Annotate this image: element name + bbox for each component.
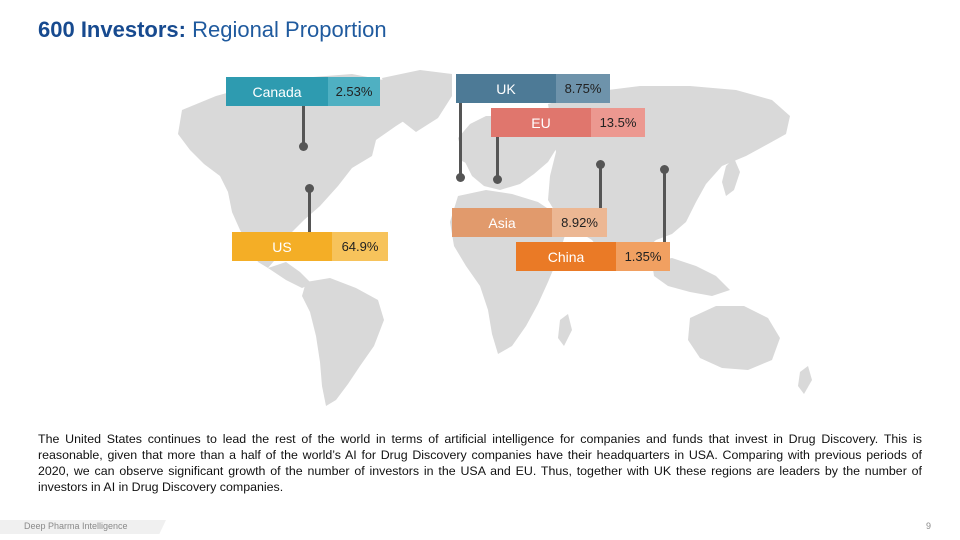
map-southeast-asia bbox=[652, 258, 730, 296]
map-new-zealand bbox=[798, 366, 812, 394]
region-value: 64.9% bbox=[332, 232, 388, 261]
map-uk-isles bbox=[460, 140, 474, 164]
map-madagascar bbox=[558, 314, 572, 346]
region-value: 1.35% bbox=[616, 242, 670, 271]
uk-marker-dot bbox=[456, 173, 465, 182]
china-leader-line bbox=[663, 172, 666, 242]
region-label-us: US 64.9% bbox=[232, 232, 388, 261]
region-label-asia: Asia 8.92% bbox=[452, 208, 607, 237]
region-label-eu: EU 13.5% bbox=[491, 108, 645, 137]
region-label-canada: Canada 2.53% bbox=[226, 77, 380, 106]
region-value: 8.92% bbox=[552, 208, 607, 237]
page-title: 600 Investors: Regional Proportion bbox=[38, 16, 387, 44]
map-japan bbox=[722, 158, 740, 196]
footer-tab bbox=[0, 520, 166, 534]
region-name: EU bbox=[491, 108, 591, 137]
china-marker-dot bbox=[660, 165, 669, 174]
title-rest: Regional Proportion bbox=[192, 17, 387, 42]
map-central-america bbox=[268, 262, 312, 288]
uk-leader-line bbox=[459, 103, 462, 177]
region-name: Canada bbox=[226, 77, 328, 106]
map-north-america bbox=[178, 74, 420, 268]
asia-marker-dot bbox=[596, 160, 605, 169]
map-australia bbox=[688, 306, 780, 370]
region-label-china: China 1.35% bbox=[516, 242, 670, 271]
footer-brand: Deep Pharma Intelligence bbox=[24, 521, 128, 531]
us-marker-dot bbox=[305, 184, 314, 193]
region-name: UK bbox=[456, 74, 556, 103]
page-number: 9 bbox=[926, 521, 932, 531]
region-value: 2.53% bbox=[328, 77, 380, 106]
region-name: US bbox=[232, 232, 332, 261]
canada-leader-line bbox=[302, 106, 305, 146]
asia-leader-line bbox=[599, 166, 602, 208]
title-bold: 600 Investors: bbox=[38, 17, 186, 42]
canada-marker-dot bbox=[299, 142, 308, 151]
region-name: China bbox=[516, 242, 616, 271]
region-label-uk: UK 8.75% bbox=[456, 74, 610, 103]
description-paragraph: The United States continues to lead the … bbox=[38, 432, 922, 494]
us-leader-line bbox=[308, 188, 311, 232]
eu-leader-line bbox=[496, 137, 499, 179]
region-name: Asia bbox=[452, 208, 552, 237]
map-greenland bbox=[382, 70, 452, 132]
region-value: 13.5% bbox=[591, 108, 645, 137]
map-south-america bbox=[302, 278, 384, 406]
eu-marker-dot bbox=[493, 175, 502, 184]
region-value: 8.75% bbox=[556, 74, 610, 103]
